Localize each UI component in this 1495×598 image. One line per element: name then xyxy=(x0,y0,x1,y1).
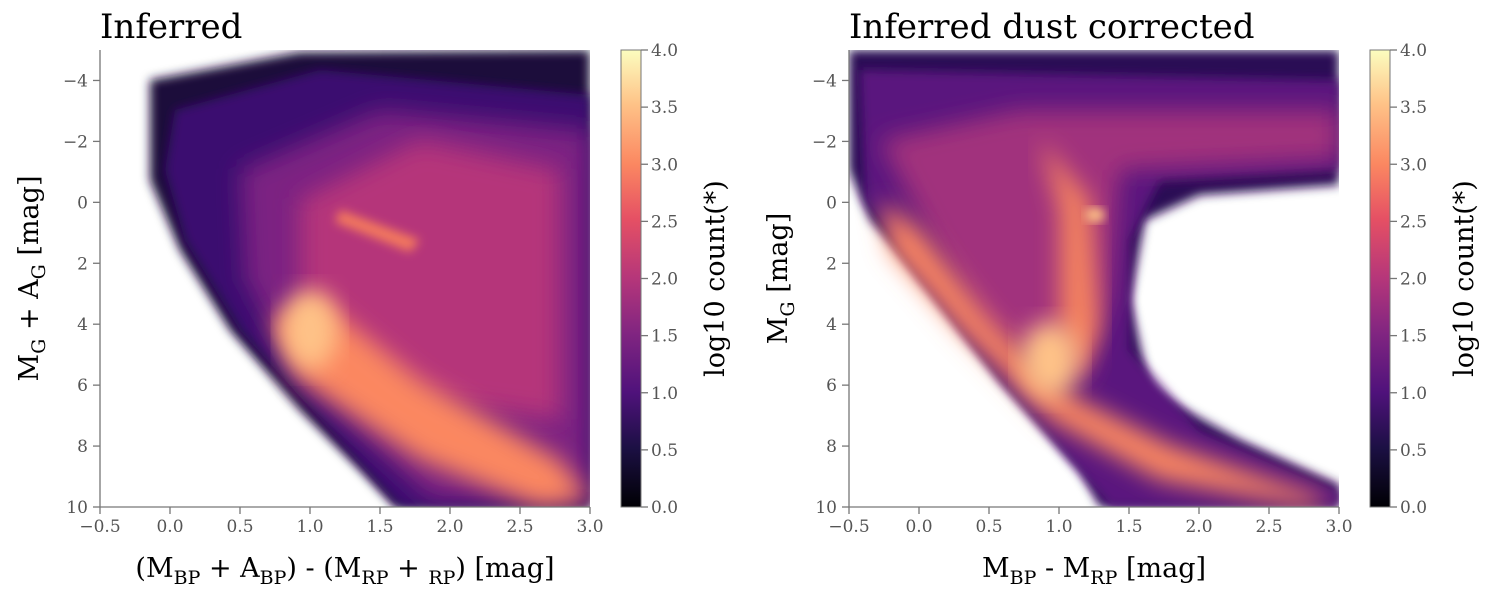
x-axis-label-part: RP xyxy=(1090,567,1117,589)
x-tick-label: 1.5 xyxy=(366,517,393,537)
x-axis-label-part: RP xyxy=(428,567,455,589)
y-axis-label-part: [mag] xyxy=(763,213,794,302)
chart-title: Inferred dust corrected xyxy=(849,7,1255,47)
x-tick-label: 3.0 xyxy=(576,517,603,537)
y-tick-label: 4 xyxy=(826,315,837,335)
x-axis-label: MBP - MRP [mag] xyxy=(982,553,1206,589)
colorbar-label: log10 count(*) xyxy=(1449,180,1480,377)
x-axis-label-part: - M xyxy=(1036,553,1090,584)
x-axis-label-part: + A xyxy=(200,553,260,584)
y-tick-label: −2 xyxy=(812,132,837,152)
y-tick-label: 2 xyxy=(77,254,88,274)
colorbar-tick-label: 2.0 xyxy=(1400,270,1427,290)
x-axis-label-part: (M xyxy=(135,553,173,584)
y-tick-label: −4 xyxy=(812,71,837,91)
x-tick-label: −0.5 xyxy=(828,517,869,537)
colorbar xyxy=(1369,49,1391,508)
colorbar-tick-label: 2.0 xyxy=(651,270,678,290)
x-axis-label-part: BP xyxy=(1010,567,1037,589)
colorbar-tick-label: 0.5 xyxy=(651,441,678,461)
x-tick-label: 0.0 xyxy=(156,517,183,537)
x-axis-label-part: BP xyxy=(260,567,287,589)
x-tick-label: 2.0 xyxy=(1185,517,1212,537)
colorbar-tick-label: 3.0 xyxy=(1400,155,1427,175)
colorbar-tick-label: 1.5 xyxy=(1400,327,1427,347)
colorbar-tick-label: 1.0 xyxy=(1400,384,1427,404)
colorbar-tick-label: 0.0 xyxy=(651,498,678,518)
x-axis-label-part: M xyxy=(982,553,1010,584)
x-tick-label: 0.0 xyxy=(905,517,932,537)
colorbar-tick-label: 3.0 xyxy=(651,155,678,175)
density-image xyxy=(849,50,1339,507)
y-axis-label-part: + A xyxy=(14,279,45,339)
colorbar xyxy=(620,49,642,508)
colorbar-tick-label: 1.0 xyxy=(651,384,678,404)
y-axis-label-part: [mag] xyxy=(14,176,45,265)
density-image xyxy=(150,50,590,507)
x-tick-label: 0.5 xyxy=(975,517,1002,537)
chart-title: Inferred xyxy=(100,7,242,47)
x-tick-label: 1.0 xyxy=(1045,517,1072,537)
y-axis-label: MG + AG [mag] xyxy=(14,176,50,382)
colorbar-tick-label: 3.5 xyxy=(651,98,678,118)
colorbar-tick-label: 0.5 xyxy=(1400,441,1427,461)
x-axis-label-part: ) [mag] xyxy=(455,553,554,584)
y-axis-label-part: M xyxy=(14,354,45,382)
colorbar-tick-label: 3.5 xyxy=(1400,98,1427,118)
x-axis-label-part: ) - (M xyxy=(286,553,361,584)
colorbar-tick-label: 4.0 xyxy=(651,41,678,61)
y-axis-label: MG [mag] xyxy=(763,213,799,344)
y-tick-label: 6 xyxy=(77,376,88,396)
x-axis-label-part: RP xyxy=(361,567,388,589)
y-tick-label: 8 xyxy=(826,437,837,457)
y-tick-label: 10 xyxy=(815,498,837,518)
y-tick-label: 10 xyxy=(66,498,88,518)
y-axis-label-part: M xyxy=(763,317,794,345)
y-axis-label-part: G xyxy=(28,339,50,354)
y-axis-label-part: G xyxy=(777,301,799,316)
x-tick-label: 2.5 xyxy=(1255,517,1282,537)
x-tick-label: −0.5 xyxy=(79,517,120,537)
y-tick-label: 0 xyxy=(826,193,837,213)
colorbar-tick-label: 0.0 xyxy=(1400,498,1427,518)
y-tick-label: 4 xyxy=(77,315,88,335)
x-axis-label: (MBP + ABP) - (MRP + RP) [mag] xyxy=(135,553,554,589)
x-axis-label-part: BP xyxy=(174,567,201,589)
x-axis-label-part: [mag] xyxy=(1117,553,1206,584)
y-tick-label: −4 xyxy=(63,71,88,91)
x-tick-label: 2.0 xyxy=(436,517,463,537)
colorbar-tick-label: 1.5 xyxy=(651,327,678,347)
y-tick-label: −2 xyxy=(63,132,88,152)
colorbar-tick-label: 2.5 xyxy=(1400,212,1427,232)
colorbar-label: log10 count(*) xyxy=(700,180,731,377)
y-tick-label: 6 xyxy=(826,376,837,396)
colorbar-tick-label: 2.5 xyxy=(651,212,678,232)
x-tick-label: 0.5 xyxy=(226,517,253,537)
x-tick-label: 1.5 xyxy=(1115,517,1142,537)
y-tick-label: 0 xyxy=(77,193,88,213)
y-tick-label: 2 xyxy=(826,254,837,274)
y-tick-label: 8 xyxy=(77,437,88,457)
x-tick-label: 2.5 xyxy=(506,517,533,537)
x-tick-label: 3.0 xyxy=(1325,517,1352,537)
x-axis-label-part: + xyxy=(389,553,429,584)
x-tick-label: 1.0 xyxy=(296,517,323,537)
y-axis-label-part: G xyxy=(28,264,50,279)
colorbar-tick-label: 4.0 xyxy=(1400,41,1427,61)
